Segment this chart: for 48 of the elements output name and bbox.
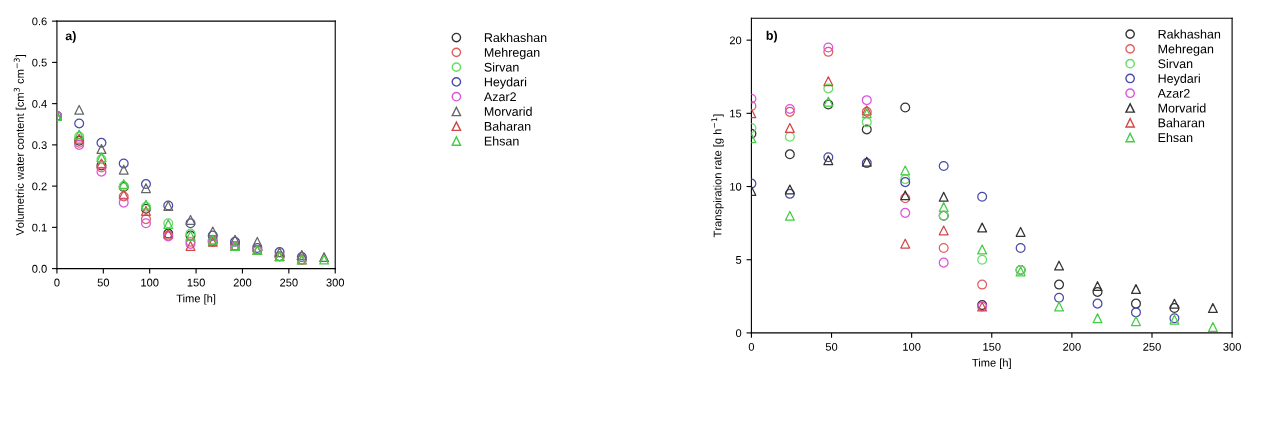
x-tick-label: 0 — [54, 278, 60, 287]
x-tick-label: 150 — [187, 278, 205, 287]
y-tick-label: 0.2 — [32, 182, 47, 191]
legend-label: Azar2 — [1157, 88, 1190, 98]
y-tick-label: 0.1 — [32, 223, 47, 232]
y-tick-label: 10 — [730, 182, 742, 191]
x-tick-label: 50 — [825, 342, 838, 351]
legend-label: Ehsan — [1158, 132, 1193, 143]
text: b) — [766, 30, 778, 43]
y-tick-label: 0.0 — [32, 264, 47, 273]
legend-label: Sirvan — [484, 62, 519, 72]
y-tick-label: 15 — [730, 109, 742, 118]
x-tick-label: 50 — [97, 278, 110, 287]
x-axis-title: Time [h] — [972, 358, 1011, 369]
x-tick-label: 150 — [983, 342, 1001, 351]
x-tick-label: 0 — [748, 342, 755, 351]
y-tick-label: 5 — [735, 256, 742, 264]
y-tick-label: 0.5 — [32, 58, 47, 67]
x-tick-label: 250 — [280, 278, 298, 287]
legend-label: Morvarid — [484, 106, 532, 116]
legend-label: Rakhashan — [484, 32, 547, 43]
y-tick-label: 0 — [735, 329, 742, 338]
legend-label: Sirvan — [1158, 58, 1193, 69]
legend-label: Baharan — [1158, 118, 1205, 128]
legend-label: Mehregan — [484, 47, 540, 60]
y-tick-label: 0.4 — [32, 99, 47, 108]
legend-label: Baharan — [484, 121, 531, 131]
legend-label: Morvarid — [1158, 103, 1206, 113]
x-tick-label: 250 — [1143, 342, 1161, 351]
y-axis-title: Transpiration rate [g h$^{−1}$] — [711, 114, 724, 238]
text: a) — [65, 31, 76, 43]
x-tick-label: 300 — [326, 278, 345, 287]
legend-label: Ehsan — [484, 136, 519, 146]
x-tick-label: 200 — [1063, 342, 1081, 351]
x-tick-label: 200 — [233, 278, 252, 287]
y-tick-label: 0.3 — [32, 141, 47, 150]
x-tick-label: 300 — [1223, 342, 1241, 351]
x-tick-label: 100 — [141, 278, 159, 287]
x-axis-title: Time [h] — [176, 294, 216, 305]
legend-label: Heydari — [484, 77, 527, 89]
x-tick-label: 100 — [903, 342, 921, 351]
legend-label: Rakhashan — [1158, 29, 1221, 39]
legend-label: Azar2 — [483, 92, 516, 102]
legend-label: Mehregan — [1158, 44, 1214, 56]
y-axis-title: Volumetric water content [cm$^{3}$ cm$^{−3}$] — [13, 54, 27, 236]
legend-label: Heydari — [1158, 73, 1200, 86]
y-tick-label: 20 — [729, 36, 742, 45]
y-tick-label: 0.6 — [32, 17, 47, 26]
